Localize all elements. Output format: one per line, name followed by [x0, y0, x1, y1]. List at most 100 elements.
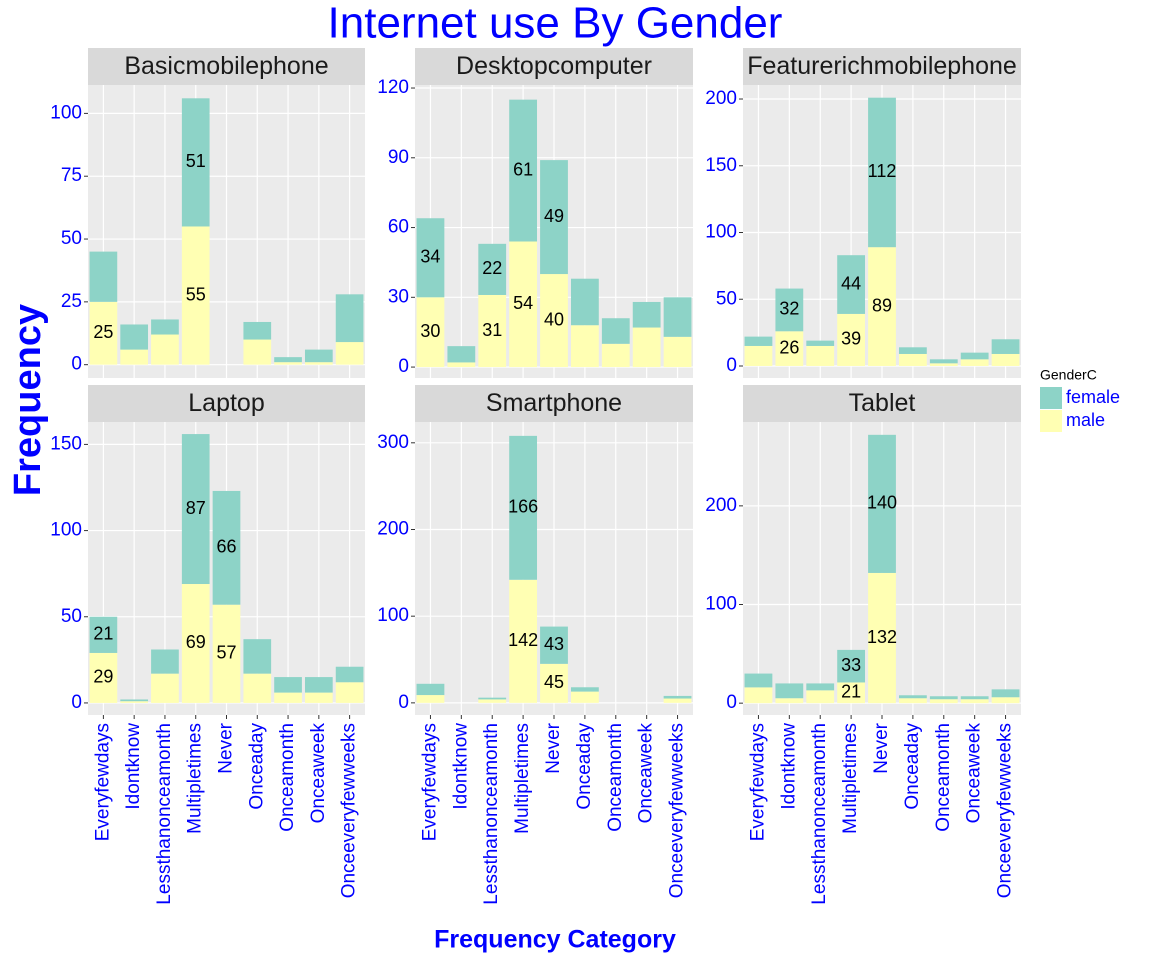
- bar-segment: [898, 353, 927, 366]
- bar-segment: [960, 359, 989, 366]
- data-label: 57: [216, 643, 236, 663]
- bar-segment: [663, 695, 692, 699]
- x-tick-label: Onceeveryfewweeks: [995, 723, 1016, 898]
- data-label: 44: [841, 273, 861, 293]
- data-label: 142: [508, 630, 538, 650]
- strip-label: Tablet: [849, 389, 916, 417]
- bar-segment: [243, 321, 272, 340]
- data-label: 31: [482, 320, 502, 340]
- bar-segment: [304, 362, 333, 365]
- bar-segment: [540, 160, 568, 275]
- x-tick-label: Onceaweek: [636, 723, 657, 824]
- y-tick-label: 120: [377, 77, 409, 98]
- x-axis-label: Frequency Category: [434, 926, 676, 954]
- bar-segment: [806, 683, 835, 691]
- bar-segment: [806, 690, 835, 704]
- bar-segment: [540, 274, 568, 368]
- x-tick-label: Everyfewdays: [747, 723, 768, 841]
- bar-segment: [868, 572, 896, 704]
- bar-segment: [632, 327, 661, 368]
- bar-segment: [540, 626, 568, 664]
- bar-segment: [570, 691, 599, 703]
- bar-segment: [89, 616, 118, 653]
- bar-segment: [929, 359, 958, 364]
- bar-segment: [960, 696, 989, 700]
- bar-segment: [151, 334, 179, 365]
- bar-segment: [744, 336, 773, 346]
- data-label: 49: [544, 206, 564, 226]
- data-label: 30: [420, 321, 440, 341]
- y-tick-label: 50: [61, 228, 82, 249]
- data-label: 54: [513, 293, 533, 313]
- bar-segment: [274, 677, 302, 693]
- data-label: 40: [544, 309, 564, 329]
- bar-segment: [89, 301, 118, 365]
- bar-segment: [335, 342, 364, 365]
- y-axis-label: Frequency: [7, 304, 49, 496]
- y-tick-label: 200: [705, 88, 737, 109]
- bar-segment: [447, 362, 476, 368]
- data-label: 43: [544, 634, 564, 654]
- bar-segment: [898, 347, 927, 354]
- data-label: 39: [841, 329, 861, 349]
- data-label: 32: [779, 299, 799, 319]
- data-label: 89: [872, 295, 892, 315]
- y-tick-label: 100: [705, 222, 737, 243]
- data-label: 21: [841, 682, 861, 702]
- strip-label: Smartphone: [486, 389, 622, 417]
- bar-segment: [447, 346, 476, 363]
- bar-segment: [991, 353, 1020, 366]
- bar-segment: [601, 343, 630, 368]
- x-tick-label: Onceaday: [246, 723, 267, 810]
- x-tick-label: Multipletimes: [840, 723, 861, 834]
- strip-label: Featurerichmobilephone: [747, 52, 1017, 80]
- x-tick-label: Never: [216, 722, 237, 773]
- x-tick-label: Multipletimes: [185, 723, 206, 834]
- strip-background: [743, 48, 1021, 85]
- x-tick-label: Idontknow: [778, 723, 799, 810]
- bar-segment: [570, 687, 599, 692]
- y-tick-label: 200: [705, 495, 737, 516]
- y-tick-label: 0: [726, 355, 737, 376]
- strip-background: [743, 385, 1021, 422]
- x-tick-label: Idontknow: [450, 723, 471, 810]
- data-label: 29: [93, 667, 113, 687]
- bar-segment: [929, 696, 958, 700]
- y-tick-label: 200: [377, 519, 409, 540]
- y-tick-label: 0: [71, 354, 82, 375]
- bar-segment: [744, 687, 773, 704]
- legend-label: female: [1066, 387, 1120, 407]
- bar-segment: [837, 682, 866, 704]
- bar-segment: [243, 639, 272, 674]
- bar-segment: [775, 698, 804, 704]
- data-label: 140: [867, 493, 897, 513]
- data-label: 66: [216, 537, 236, 557]
- bar-segment: [304, 677, 333, 693]
- bar-segment: [806, 340, 835, 346]
- y-tick-label: 150: [50, 433, 82, 454]
- bar-segment: [898, 698, 927, 704]
- bar-segment: [806, 345, 835, 366]
- bar-segment: [212, 490, 241, 605]
- bar-segment: [570, 278, 599, 326]
- x-tick-label: Onceamonth: [605, 723, 626, 832]
- data-label: 69: [186, 632, 206, 652]
- strip-label: Basicmobilephone: [124, 52, 328, 80]
- bar-segment: [663, 698, 692, 703]
- bar-segment: [898, 695, 927, 699]
- legend-swatch: [1040, 410, 1062, 432]
- bar-segment: [478, 699, 507, 703]
- bar-segment: [181, 434, 210, 585]
- bar-segment: [775, 288, 804, 332]
- bar-segment: [478, 294, 507, 368]
- bar-segment: [335, 682, 364, 703]
- data-label: 26: [779, 337, 799, 357]
- y-tick-label: 50: [61, 606, 82, 627]
- bar-segment: [304, 349, 333, 363]
- data-label: 25: [93, 322, 113, 342]
- data-label: 21: [93, 624, 113, 644]
- y-tick-label: 100: [50, 102, 82, 123]
- bar-segment: [416, 218, 445, 298]
- y-tick-label: 300: [377, 432, 409, 453]
- x-tick-label: Everyfewdays: [419, 723, 440, 841]
